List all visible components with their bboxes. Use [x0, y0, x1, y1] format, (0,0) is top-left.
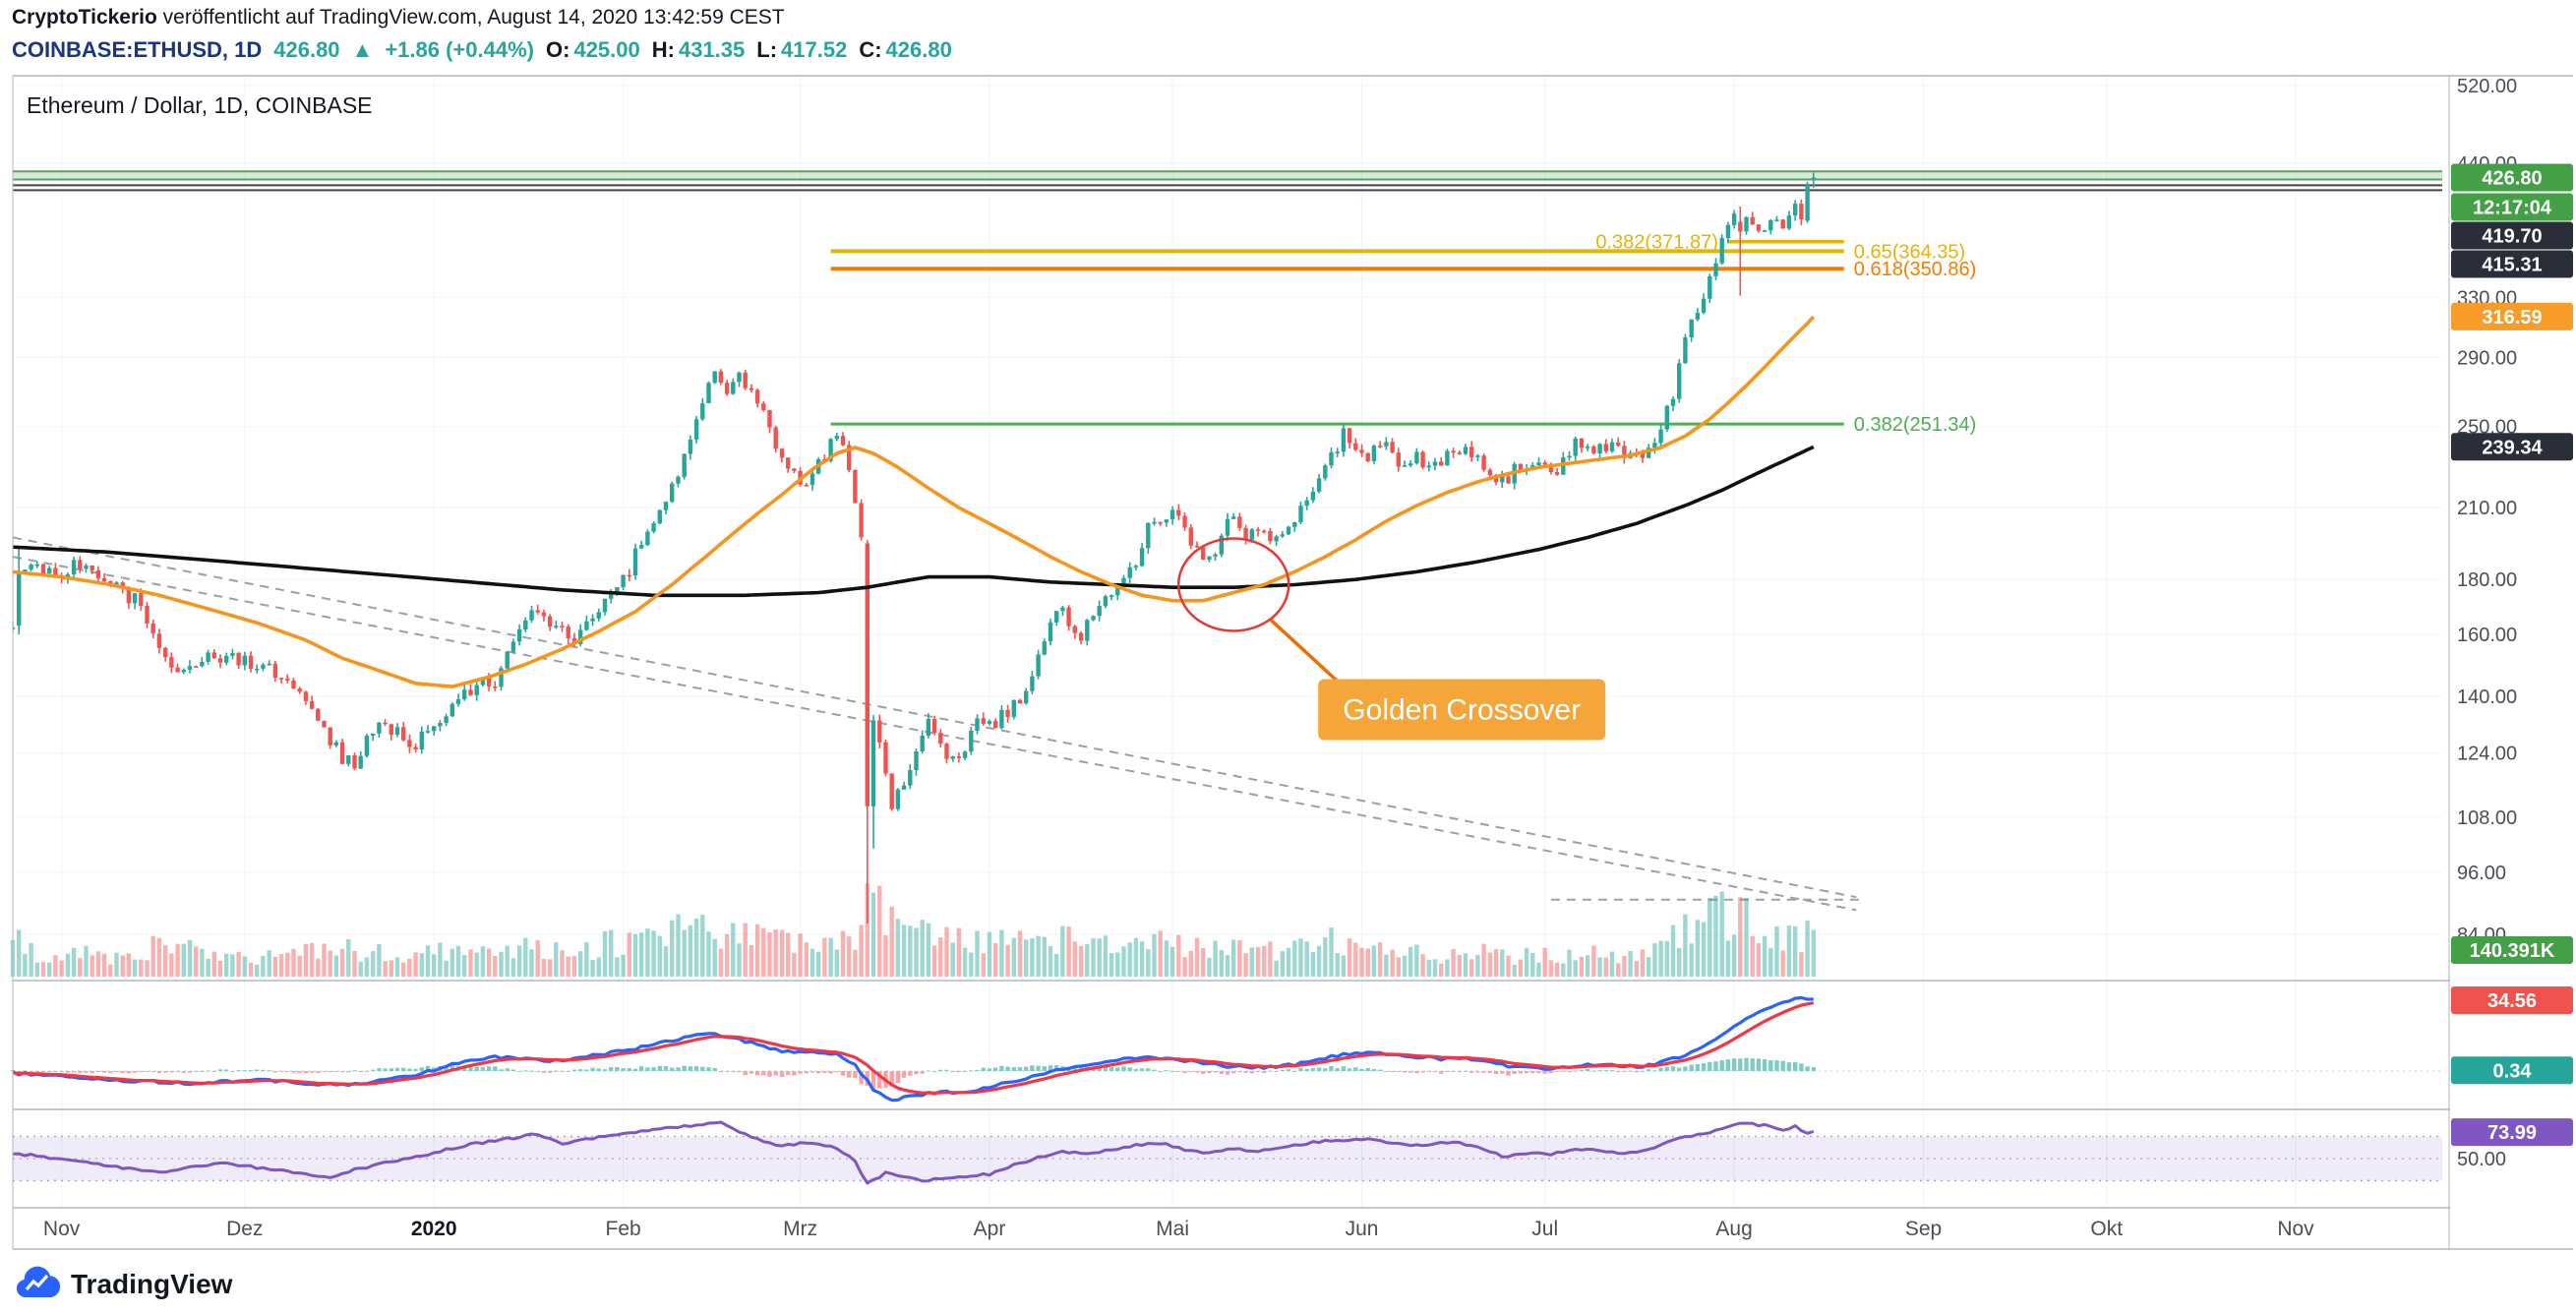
rsi-line — [12, 1120, 1815, 1185]
svg-text:Aug: Aug — [1715, 1218, 1752, 1240]
macd-line — [12, 995, 1814, 1103]
macd-signal-line — [12, 1001, 1815, 1095]
svg-text:140.00: 140.00 — [2457, 686, 2517, 708]
svg-text:124.00: 124.00 — [2457, 744, 2517, 765]
svg-text:50.00: 50.00 — [2457, 1149, 2506, 1170]
svg-text:140.391K: 140.391K — [2470, 940, 2555, 962]
low-label: L: — [756, 37, 778, 62]
svg-text:0.382(371.87): 0.382(371.87) — [1595, 232, 1718, 254]
gridlines — [13, 76, 2442, 1208]
high-label: H: — [651, 37, 675, 62]
symbol-line: COINBASE:ETHUSD, 1D 426.80 ▲ +1.86 (+0.4… — [12, 37, 952, 63]
svg-text:0.382(251.34): 0.382(251.34) — [1854, 414, 1977, 436]
open-group: O: 425.00 — [546, 37, 640, 63]
fib-levels: 0.65(364.35)0.618(350.86) 0.382(251.34) 0.… — [830, 232, 1977, 436]
svg-text:12:17:04: 12:17:04 — [2473, 198, 2552, 219]
svg-text:210.00: 210.00 — [2457, 498, 2517, 519]
tradingview-logo-text: TradingView — [71, 1269, 233, 1299]
close-group: C: 426.80 — [859, 37, 952, 63]
time-axis[interactable]: Nov Dez 2020 Feb Mrz Apr Mai Jun Jul Aug Sep Okt Nov — [43, 1218, 2314, 1240]
svg-text:180.00: 180.00 — [2457, 569, 2517, 591]
low-group: L: 417.52 — [756, 37, 847, 63]
svg-text:Mai: Mai — [1156, 1218, 1189, 1240]
chart-legend[interactable]: Ethereum / Dollar, 1D, COINBASE — [27, 92, 373, 118]
svg-text:Jul: Jul — [1531, 1218, 1558, 1240]
svg-text:Okt: Okt — [2090, 1218, 2123, 1240]
svg-text:426.80: 426.80 — [2482, 168, 2542, 190]
up-arrow-icon: ▲ — [351, 37, 374, 62]
svg-text:316.59: 316.59 — [2482, 307, 2542, 328]
svg-text:Dez: Dez — [226, 1218, 263, 1240]
svg-text:239.34: 239.34 — [2482, 437, 2543, 458]
svg-text:Golden Crossover: Golden Crossover — [1343, 693, 1581, 726]
svg-text:160.00: 160.00 — [2457, 625, 2517, 646]
svg-text:34.56: 34.56 — [2487, 990, 2537, 1012]
tradingview-attribution[interactable]: TradingView — [16, 1265, 232, 1304]
high-value: 431.35 — [678, 37, 746, 62]
publish-header: CryptoTickerio veröffentlicht auf Tradin… — [12, 6, 952, 63]
svg-text:Apr: Apr — [974, 1218, 1006, 1240]
golden-crossover-circle — [1176, 537, 1290, 632]
publish-info: veröffentlicht auf TradingView.com, Augu… — [156, 6, 785, 29]
close-value: 426.80 — [885, 37, 952, 62]
price-levels — [13, 170, 2442, 192]
pane-borders — [12, 75, 2573, 1250]
macd-lines — [12, 995, 1815, 1103]
svg-text:Nov: Nov — [2277, 1218, 2314, 1240]
svg-text:290.00: 290.00 — [2457, 347, 2517, 369]
ma50-line — [13, 315, 1816, 688]
tradingview-logo-icon — [16, 1266, 61, 1298]
low-value: 417.52 — [781, 37, 848, 62]
close-label: C: — [859, 37, 882, 62]
trendlines — [13, 536, 1863, 912]
svg-text:Mrz: Mrz — [783, 1218, 817, 1240]
axis-tags: 426.80 12:17:04 419.70 415.31 316.59 239.34 14… — [2451, 163, 2573, 1147]
high-group: H: 431.35 — [652, 37, 746, 63]
svg-text:0.618(350.86): 0.618(350.86) — [1854, 259, 1977, 280]
rsi-band — [13, 1135, 2442, 1182]
publish-line: CryptoTickerio veröffentlicht auf Tradin… — [12, 6, 952, 30]
open-label: O: — [546, 37, 570, 62]
ma200-line — [13, 445, 1815, 598]
svg-text:419.70: 419.70 — [2482, 226, 2542, 248]
macd-histogram — [10, 1057, 2442, 1091]
svg-text:0.34: 0.34 — [2493, 1060, 2533, 1082]
golden-crossover-annotation: Golden Crossover — [1176, 537, 1606, 741]
svg-text:96.00: 96.00 — [2457, 863, 2506, 884]
svg-text:Feb: Feb — [606, 1218, 641, 1240]
volume-series — [10, 883, 1816, 978]
price-change: +1.86 (+0.44%) — [385, 37, 534, 62]
svg-text:Nov: Nov — [43, 1218, 81, 1240]
svg-text:415.31: 415.31 — [2482, 255, 2542, 276]
last-price: 426.80 — [273, 37, 340, 62]
svg-text:Sep: Sep — [1905, 1218, 1942, 1240]
svg-text:250.00: 250.00 — [2457, 417, 2517, 439]
symbol-title[interactable]: COINBASE:ETHUSD, 1D — [12, 37, 263, 62]
author-name[interactable]: CryptoTickerio — [12, 6, 157, 29]
svg-text:520.00: 520.00 — [2457, 76, 2517, 97]
open-value: 425.00 — [573, 37, 640, 62]
svg-text:108.00: 108.00 — [2457, 807, 2517, 829]
svg-text:Jun: Jun — [1346, 1218, 1379, 1240]
golden-crossover-label — [1318, 679, 1606, 741]
svg-text:73.99: 73.99 — [2487, 1122, 2537, 1144]
svg-text:2020: 2020 — [411, 1218, 457, 1240]
svg-text:0.65(364.35): 0.65(364.35) — [1854, 241, 1965, 263]
